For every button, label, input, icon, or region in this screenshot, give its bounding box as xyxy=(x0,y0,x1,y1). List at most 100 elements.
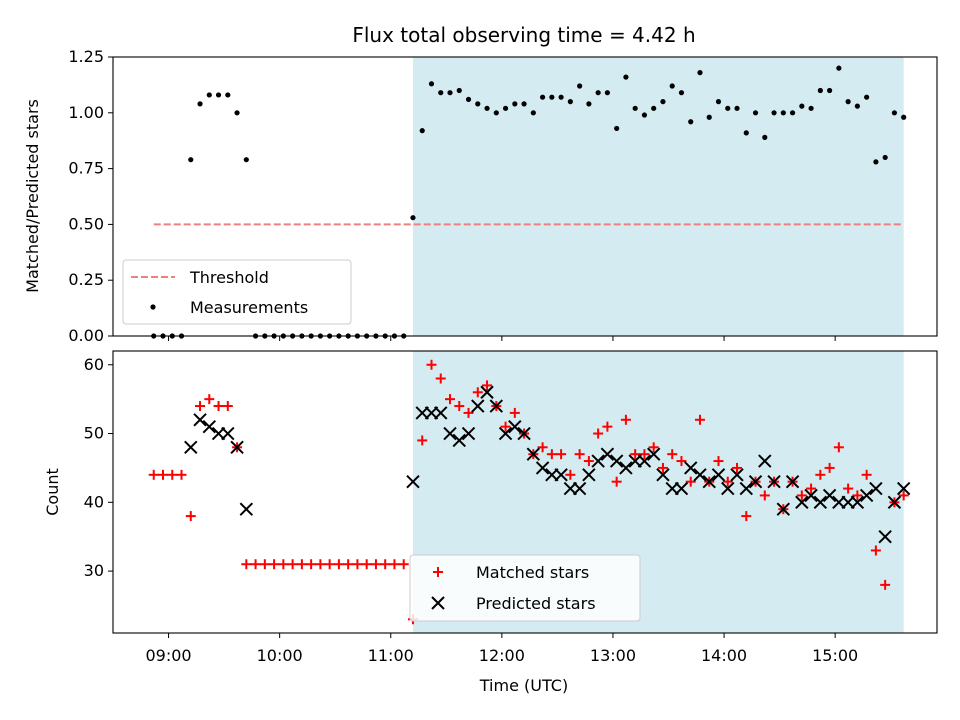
matched-point xyxy=(602,421,613,432)
measurement-point xyxy=(817,87,823,94)
matched-point xyxy=(639,449,650,460)
axes-frame xyxy=(112,56,938,337)
measurement-point xyxy=(197,101,203,107)
matched-point xyxy=(269,559,280,570)
matched-point xyxy=(546,449,557,460)
matched-point xyxy=(574,449,585,460)
predicted-point xyxy=(693,468,707,482)
predicted-point xyxy=(850,495,865,510)
matched-point xyxy=(213,401,224,412)
predicted-point xyxy=(572,481,587,496)
predicted-point xyxy=(535,461,550,475)
matched-point xyxy=(732,462,743,473)
y-tick-label: 0.00 xyxy=(68,326,104,345)
measurement-point xyxy=(428,81,435,87)
matched-point xyxy=(898,490,909,501)
measurement-point xyxy=(715,99,722,105)
matched-point xyxy=(195,401,206,412)
measurement-point xyxy=(789,110,796,116)
measurement-point xyxy=(697,70,703,76)
y-tick-label: 0.50 xyxy=(68,214,104,233)
measurement-point xyxy=(827,87,833,94)
matched-point xyxy=(343,559,354,570)
measurement-point xyxy=(660,99,666,105)
predicted-point xyxy=(619,461,633,475)
legend: Matched stars Predicted stars xyxy=(409,554,641,622)
legend-box xyxy=(409,554,641,622)
measurement-point xyxy=(780,110,786,116)
matched-point xyxy=(435,373,446,384)
matched-point xyxy=(537,442,548,453)
measurement-point xyxy=(808,105,814,111)
measurement-point xyxy=(577,83,583,89)
legend-measurements-marker xyxy=(150,304,156,310)
predicted-point xyxy=(822,488,837,503)
series-x xyxy=(184,385,911,544)
measurement-point xyxy=(771,110,777,116)
measurement-point xyxy=(243,157,249,163)
y-tick-label: 40 xyxy=(84,492,104,511)
predicted-point xyxy=(869,481,883,496)
shaded-region xyxy=(412,57,904,336)
predicted-point xyxy=(184,440,198,454)
measurement-point xyxy=(836,65,842,71)
measurement-point xyxy=(799,103,805,109)
measurement-point xyxy=(549,94,555,100)
matched-point xyxy=(657,462,668,473)
matched-point xyxy=(667,449,678,460)
matched-point xyxy=(370,559,381,570)
y-tick-label: 0.25 xyxy=(68,270,104,289)
predicted-point xyxy=(498,426,513,441)
x-axis: 09:00 10:00 11:00 12:00 13:00 14:00 15:00 xyxy=(145,633,858,665)
predicted-point xyxy=(434,406,448,420)
chart-title: Flux total observing time = 4.42 h xyxy=(352,23,695,47)
predicted-point xyxy=(674,481,689,496)
legend-matched-marker xyxy=(433,567,443,577)
measurement-point xyxy=(734,105,740,111)
matched-point xyxy=(417,435,428,446)
matched-point xyxy=(204,394,215,405)
measurement-point xyxy=(762,134,768,140)
observing-window xyxy=(412,57,904,336)
measurement-point xyxy=(521,101,527,107)
top-panel: 0.00 0.25 0.50 0.75 1.00 1.25 Matched/Predict… xyxy=(23,47,938,345)
matched-point xyxy=(806,483,817,494)
predicted-point xyxy=(443,426,457,441)
matched-point xyxy=(352,559,363,570)
predicted-point xyxy=(452,433,466,448)
measurement-point xyxy=(475,101,481,107)
plot-area xyxy=(148,359,911,625)
predicted-point xyxy=(646,447,661,461)
predicted-point xyxy=(656,468,670,482)
predicted-point xyxy=(813,495,828,510)
measurement-point xyxy=(651,105,657,111)
measurement-point xyxy=(854,103,860,109)
y-tick-label: 60 xyxy=(84,355,104,374)
measurement-point xyxy=(752,110,759,116)
predicted-point xyxy=(489,399,504,413)
matched-point xyxy=(741,511,752,522)
bottom-panel: 30 40 50 60 09:00 10:00 11:00 12:00 13:00 14:00 1… xyxy=(43,350,938,695)
predicted-point xyxy=(480,385,494,399)
matched-point xyxy=(259,559,270,570)
y-tick-label: 50 xyxy=(84,424,104,443)
matched-point xyxy=(157,469,168,480)
measurement-point xyxy=(669,83,675,89)
x-tick-label: 14:00 xyxy=(701,646,747,665)
matched-point xyxy=(833,442,844,453)
measurement-point xyxy=(493,110,499,116)
matched-point xyxy=(148,469,159,480)
x-tick-label: 13:00 xyxy=(590,646,636,665)
measurement-point xyxy=(456,87,462,94)
measurement-point xyxy=(891,110,898,116)
matched-point xyxy=(426,359,437,370)
predicted-point xyxy=(804,488,818,503)
predicted-point xyxy=(739,481,753,496)
matched-point xyxy=(472,387,483,398)
plot-area xyxy=(151,65,907,339)
predicted-point xyxy=(582,468,596,482)
x-tick-label: 12:00 xyxy=(479,646,525,665)
measurement-point xyxy=(484,105,490,111)
matched-point xyxy=(445,394,456,405)
